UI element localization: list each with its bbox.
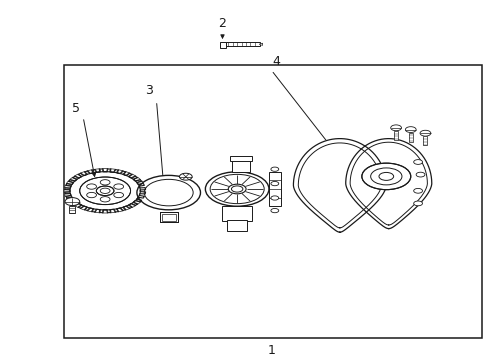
Polygon shape bbox=[133, 200, 141, 204]
Ellipse shape bbox=[100, 188, 110, 193]
Bar bbox=[160, 212, 177, 222]
Ellipse shape bbox=[390, 125, 401, 131]
Polygon shape bbox=[87, 170, 94, 174]
Ellipse shape bbox=[419, 130, 430, 136]
Bar bbox=[229, 156, 252, 161]
Polygon shape bbox=[109, 209, 116, 213]
Polygon shape bbox=[128, 174, 136, 178]
Ellipse shape bbox=[270, 181, 278, 186]
Ellipse shape bbox=[270, 167, 278, 171]
Polygon shape bbox=[136, 197, 144, 201]
Bar bbox=[63, 65, 481, 338]
Polygon shape bbox=[102, 210, 108, 213]
Polygon shape bbox=[80, 206, 87, 210]
Ellipse shape bbox=[96, 186, 114, 195]
Polygon shape bbox=[116, 208, 123, 212]
Ellipse shape bbox=[179, 173, 192, 180]
Polygon shape bbox=[122, 206, 130, 210]
Polygon shape bbox=[133, 177, 141, 181]
Ellipse shape bbox=[137, 175, 200, 210]
Polygon shape bbox=[69, 177, 77, 181]
Ellipse shape bbox=[228, 184, 245, 194]
Polygon shape bbox=[122, 171, 130, 176]
Polygon shape bbox=[259, 43, 262, 45]
Polygon shape bbox=[102, 168, 108, 172]
Polygon shape bbox=[128, 203, 136, 208]
Bar bbox=[227, 220, 246, 231]
Polygon shape bbox=[66, 197, 74, 201]
Polygon shape bbox=[87, 208, 94, 212]
Ellipse shape bbox=[378, 172, 393, 180]
Text: 4: 4 bbox=[272, 55, 280, 68]
Ellipse shape bbox=[114, 184, 123, 189]
Ellipse shape bbox=[405, 127, 415, 132]
Polygon shape bbox=[136, 181, 144, 185]
Ellipse shape bbox=[86, 192, 96, 198]
Text: 3: 3 bbox=[145, 84, 153, 96]
Bar bbox=[268, 172, 281, 206]
Ellipse shape bbox=[100, 180, 110, 185]
Ellipse shape bbox=[205, 172, 268, 206]
Polygon shape bbox=[109, 169, 116, 172]
Ellipse shape bbox=[114, 192, 123, 198]
Polygon shape bbox=[74, 174, 82, 178]
Ellipse shape bbox=[361, 163, 410, 190]
Bar bbox=[69, 206, 75, 213]
Ellipse shape bbox=[86, 184, 96, 189]
Ellipse shape bbox=[231, 186, 243, 192]
Polygon shape bbox=[94, 209, 101, 213]
Text: 1: 1 bbox=[267, 345, 275, 357]
Bar bbox=[232, 159, 249, 172]
Text: 5: 5 bbox=[72, 102, 80, 114]
Polygon shape bbox=[345, 139, 431, 229]
Ellipse shape bbox=[413, 159, 422, 165]
Polygon shape bbox=[80, 171, 87, 176]
Bar bbox=[393, 131, 397, 140]
Polygon shape bbox=[74, 203, 82, 208]
Ellipse shape bbox=[413, 188, 422, 193]
Ellipse shape bbox=[65, 198, 80, 206]
Polygon shape bbox=[293, 139, 386, 232]
Ellipse shape bbox=[100, 197, 110, 202]
Ellipse shape bbox=[270, 208, 278, 213]
Bar bbox=[220, 42, 226, 48]
Bar bbox=[408, 132, 412, 141]
Polygon shape bbox=[69, 200, 77, 204]
Ellipse shape bbox=[415, 172, 424, 177]
Bar bbox=[226, 42, 259, 46]
Polygon shape bbox=[66, 181, 74, 185]
Polygon shape bbox=[64, 189, 70, 192]
Bar bbox=[160, 212, 177, 222]
Ellipse shape bbox=[270, 196, 278, 200]
Ellipse shape bbox=[80, 177, 130, 204]
Polygon shape bbox=[139, 185, 145, 188]
Polygon shape bbox=[139, 193, 145, 197]
Bar bbox=[162, 214, 175, 221]
Bar bbox=[423, 136, 427, 145]
Polygon shape bbox=[64, 193, 71, 197]
Polygon shape bbox=[140, 189, 146, 192]
Polygon shape bbox=[116, 170, 123, 174]
Bar bbox=[222, 206, 251, 221]
Polygon shape bbox=[94, 169, 101, 172]
Ellipse shape bbox=[413, 201, 422, 206]
Text: 2: 2 bbox=[218, 17, 226, 30]
Ellipse shape bbox=[64, 168, 146, 213]
Polygon shape bbox=[64, 185, 71, 188]
